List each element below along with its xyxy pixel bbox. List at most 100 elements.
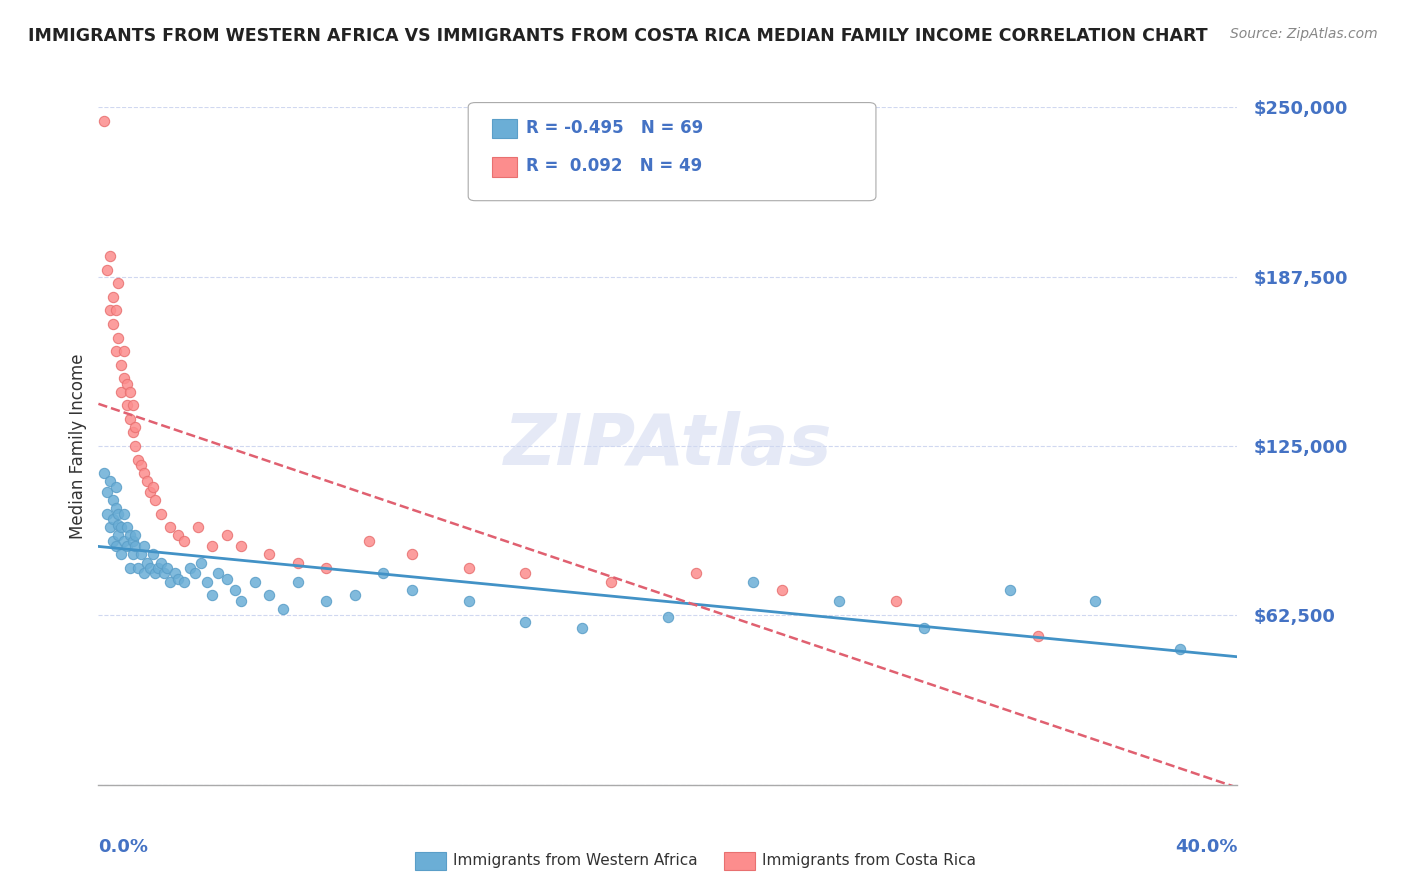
Point <box>129 458 152 472</box>
Point <box>770 582 793 597</box>
Point <box>1026 629 1049 643</box>
Point <box>215 572 238 586</box>
Point <box>110 520 132 534</box>
Point <box>287 574 309 589</box>
Point <box>195 574 218 589</box>
Point <box>110 384 132 399</box>
Point <box>190 556 212 570</box>
Point <box>104 539 127 553</box>
Point <box>259 588 281 602</box>
Point <box>179 561 201 575</box>
Point <box>184 566 207 581</box>
Point <box>457 593 479 607</box>
Point <box>173 533 195 548</box>
Point <box>401 548 423 562</box>
Point <box>101 317 124 331</box>
Point <box>104 344 127 359</box>
Point <box>112 507 135 521</box>
Text: R = -0.495   N = 69: R = -0.495 N = 69 <box>526 119 703 136</box>
Point <box>110 358 132 372</box>
Point <box>145 566 167 581</box>
Point <box>101 533 124 548</box>
Point <box>685 566 707 581</box>
Point <box>215 528 238 542</box>
Point <box>104 480 127 494</box>
Point <box>93 113 115 128</box>
Point <box>998 582 1021 597</box>
Point <box>101 493 124 508</box>
Point <box>167 528 190 542</box>
Point <box>107 330 129 344</box>
Point <box>93 466 115 480</box>
Point <box>96 507 118 521</box>
Point <box>101 512 124 526</box>
Point <box>153 566 176 581</box>
Point <box>315 593 337 607</box>
Point <box>357 533 380 548</box>
Point <box>138 561 160 575</box>
Text: 40.0%: 40.0% <box>1175 838 1237 856</box>
Point <box>112 344 135 359</box>
Text: 0.0%: 0.0% <box>98 838 149 856</box>
Point <box>101 290 124 304</box>
Point <box>124 439 146 453</box>
Point <box>124 528 146 542</box>
Point <box>1084 593 1107 607</box>
Point <box>127 561 149 575</box>
Text: Immigrants from Western Africa: Immigrants from Western Africa <box>453 854 697 868</box>
Point <box>315 561 337 575</box>
Point <box>118 384 141 399</box>
Point <box>118 412 141 426</box>
Point <box>107 517 129 532</box>
Point <box>129 548 152 562</box>
Point <box>828 593 851 607</box>
Point <box>457 561 479 575</box>
Point <box>135 556 157 570</box>
Point <box>118 528 141 542</box>
Point <box>571 621 593 635</box>
Point <box>121 533 143 548</box>
Point <box>150 556 173 570</box>
Point <box>124 539 146 553</box>
Point <box>600 574 623 589</box>
Point <box>110 548 132 562</box>
Point <box>150 507 173 521</box>
Point <box>167 572 190 586</box>
Point <box>98 520 121 534</box>
Text: Source: ZipAtlas.com: Source: ZipAtlas.com <box>1230 27 1378 41</box>
Point <box>229 539 252 553</box>
Point <box>98 303 121 318</box>
Point <box>159 520 181 534</box>
Point <box>201 539 224 553</box>
Point <box>141 548 163 562</box>
Text: Immigrants from Costa Rica: Immigrants from Costa Rica <box>762 854 976 868</box>
Point <box>98 475 121 489</box>
Point <box>96 262 118 277</box>
Point <box>124 420 146 434</box>
Point <box>201 588 224 602</box>
Point <box>121 425 143 440</box>
Point <box>343 588 366 602</box>
Point <box>135 475 157 489</box>
Y-axis label: Median Family Income: Median Family Income <box>69 353 87 539</box>
Point <box>273 601 295 615</box>
Point <box>138 485 160 500</box>
Point <box>107 507 129 521</box>
Point <box>1170 642 1192 657</box>
Point <box>132 539 155 553</box>
Point <box>121 548 143 562</box>
Point <box>145 493 167 508</box>
Point <box>159 574 181 589</box>
Point <box>373 566 395 581</box>
Point <box>657 610 679 624</box>
Point <box>156 561 179 575</box>
Point <box>187 520 209 534</box>
Point <box>515 615 537 630</box>
Point <box>912 621 935 635</box>
Point <box>121 398 143 412</box>
Point <box>243 574 266 589</box>
Point <box>104 303 127 318</box>
Point <box>115 520 138 534</box>
Point <box>141 480 163 494</box>
Point <box>515 566 537 581</box>
